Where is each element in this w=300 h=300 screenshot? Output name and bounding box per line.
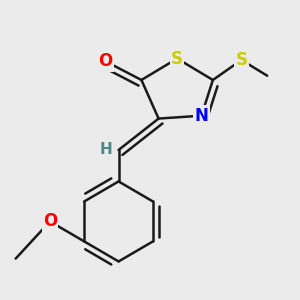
Text: O: O xyxy=(43,212,57,230)
Text: H: H xyxy=(99,142,112,158)
Text: S: S xyxy=(236,51,247,69)
Text: N: N xyxy=(194,107,208,125)
Text: O: O xyxy=(99,52,113,70)
Text: S: S xyxy=(171,50,183,68)
